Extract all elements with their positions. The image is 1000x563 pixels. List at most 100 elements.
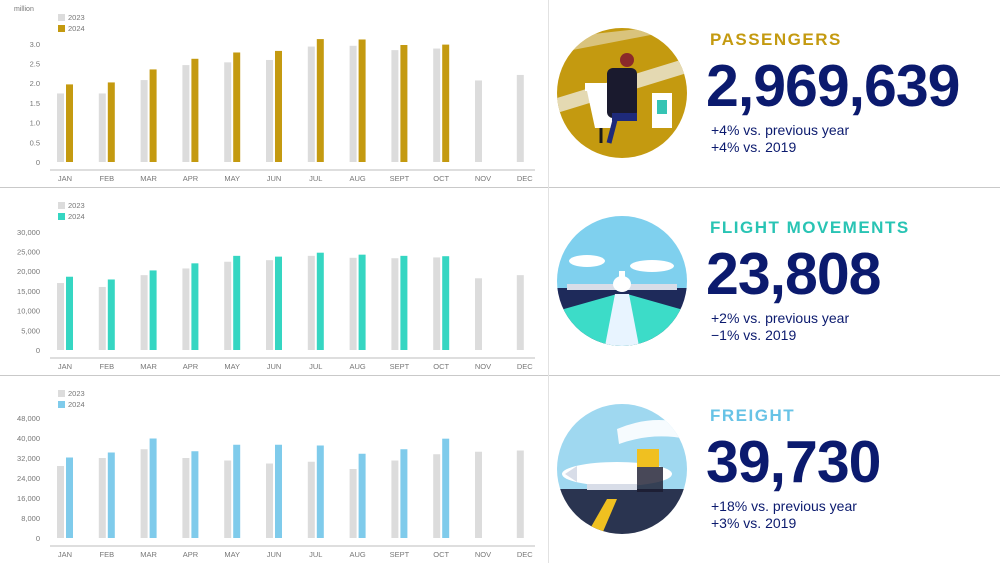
bar-2024-apr (191, 451, 199, 538)
x-tick-label: AUG (349, 550, 365, 559)
x-tick-label: APR (183, 362, 199, 371)
x-tick-label: OCT (433, 174, 449, 183)
y-tick-label: 24,000 (17, 474, 40, 483)
bar-2024-feb (107, 279, 115, 350)
bar-2023-may (224, 460, 232, 538)
legend-label-2024: 2024 (68, 212, 85, 221)
legend-label-2024: 2024 (68, 24, 85, 33)
x-tick-label: MAR (140, 362, 157, 371)
bar-2023-aug (349, 469, 357, 538)
x-tick-label: JUL (309, 550, 322, 559)
bar-2024-jun (275, 444, 282, 538)
x-tick-label: FEB (100, 550, 115, 559)
x-tick-label: APR (183, 550, 199, 559)
bar-2023-sept (391, 460, 399, 538)
bar-2024-jun (275, 256, 282, 350)
y-tick-label: 8,000 (21, 514, 40, 523)
y-tick-label: 0 (36, 158, 40, 167)
bar-2023-apr (182, 268, 190, 350)
bar-2024-apr (191, 263, 199, 350)
bar-2023-mar (140, 275, 148, 350)
bar-2024-aug (358, 453, 366, 538)
bar-2023-jun (266, 463, 273, 538)
x-tick-label: JUL (309, 362, 322, 371)
x-tick-label: SEPT (390, 362, 410, 371)
x-tick-label: SEPT (390, 174, 410, 183)
bar-2024-feb (107, 452, 115, 538)
bar-2023-mar (140, 449, 148, 538)
bar-2023-may (224, 261, 232, 350)
x-tick-label: JAN (58, 174, 72, 183)
passenger-illustration-icon (557, 28, 687, 158)
legend-label-2023: 2023 (68, 201, 85, 210)
y-tick-label: 10,000 (17, 307, 40, 316)
y-tick-label: 2.5 (30, 60, 40, 69)
y-tick-label: 16,000 (17, 494, 40, 503)
bar-2024-sept (400, 45, 408, 162)
flight-movements-row: 2023 2024 0 5,000 10,000 15,000 20,000 25,000 30… (0, 188, 1000, 375)
passengers-vs-2019: +4% vs. 2019 (711, 139, 797, 155)
bar-2024-jan (66, 457, 73, 538)
flight-movements-stat: FLIGHT MOVEMENTS 23,808 +2% vs. previous… (555, 188, 1000, 375)
x-tick-label: JAN (58, 362, 72, 371)
bar-2024-aug (358, 254, 366, 350)
flight-movements-value: 23,808 (706, 241, 881, 307)
y-tick-label: 48,000 (17, 414, 40, 423)
bar-2023-jul (307, 46, 315, 162)
bar-2023-oct (433, 48, 441, 162)
freight-title: FREIGHT (710, 406, 796, 425)
bar-2023-dec (516, 74, 524, 162)
x-tick-label: MAR (140, 550, 157, 559)
x-tick-label: JUN (267, 174, 282, 183)
bar-2023-jan (57, 466, 64, 538)
x-tick-label: APR (183, 174, 199, 183)
x-tick-label: DEC (517, 550, 533, 559)
flight-movements-vs-previous-year: +2% vs. previous year (711, 310, 850, 326)
bar-2024-jun (275, 50, 282, 163)
bar-2024-oct (442, 44, 450, 162)
bar-2023-nov (475, 451, 482, 538)
y-tick-label: 5,000 (21, 326, 40, 335)
legend-swatch-2024 (58, 25, 65, 32)
y-tick-label: 15,000 (17, 287, 40, 296)
bar-2023-oct (433, 454, 441, 538)
bar-2024-oct (442, 256, 450, 350)
bar-2023-jul (307, 255, 315, 350)
flight-movements-chart: 2023 2024 0 5,000 10,000 15,000 20,000 25,000 30… (17, 201, 535, 371)
bar-2023-nov (475, 278, 482, 350)
x-tick-label: NOV (475, 362, 491, 371)
y-tick-label: 2.0 (30, 79, 40, 88)
y-tick-label: 30,000 (17, 228, 40, 237)
x-tick-label: DEC (517, 174, 533, 183)
bar-2023-feb (98, 286, 106, 350)
passengers-title: PASSENGERS (710, 30, 842, 49)
x-tick-label: AUG (349, 174, 365, 183)
bar-2024-may (233, 444, 241, 538)
x-tick-label: JUN (267, 362, 282, 371)
bar-2023-may (224, 62, 232, 163)
cargo-aircraft-illustration-icon (557, 404, 687, 534)
passengers-stat: PASSENGERS 2,969,639 +4% vs. previous ye… (555, 0, 1000, 187)
y-tick-label: 1.5 (30, 99, 40, 108)
bar-2023-feb (98, 93, 106, 162)
legend-label-2023: 2023 (68, 389, 85, 398)
y-tick-label: 0.5 (30, 138, 40, 147)
legend-label-2023: 2023 (68, 13, 85, 22)
freight-chart: 2023 2024 0 8,000 16,000 24,000 32,000 40,000 48… (17, 389, 535, 559)
x-tick-label: FEB (100, 174, 115, 183)
passengers-vs-previous-year: +4% vs. previous year (711, 122, 850, 138)
x-tick-label: OCT (433, 362, 449, 371)
divider (0, 187, 1000, 188)
bar-2024-jul (316, 39, 324, 162)
x-tick-label: SEPT (390, 550, 410, 559)
y-tick-label: 0 (36, 534, 40, 543)
bar-2024-mar (149, 270, 157, 350)
freight-vs-previous-year: +18% vs. previous year (711, 498, 857, 514)
bar-2023-dec (516, 450, 524, 538)
x-tick-label: MAY (224, 550, 240, 559)
x-tick-label: AUG (349, 362, 365, 371)
x-tick-label: MAY (224, 174, 240, 183)
passengers-value: 2,969,639 (706, 53, 960, 119)
y-tick-label: 20,000 (17, 267, 40, 276)
bar-2024-apr (191, 58, 199, 162)
